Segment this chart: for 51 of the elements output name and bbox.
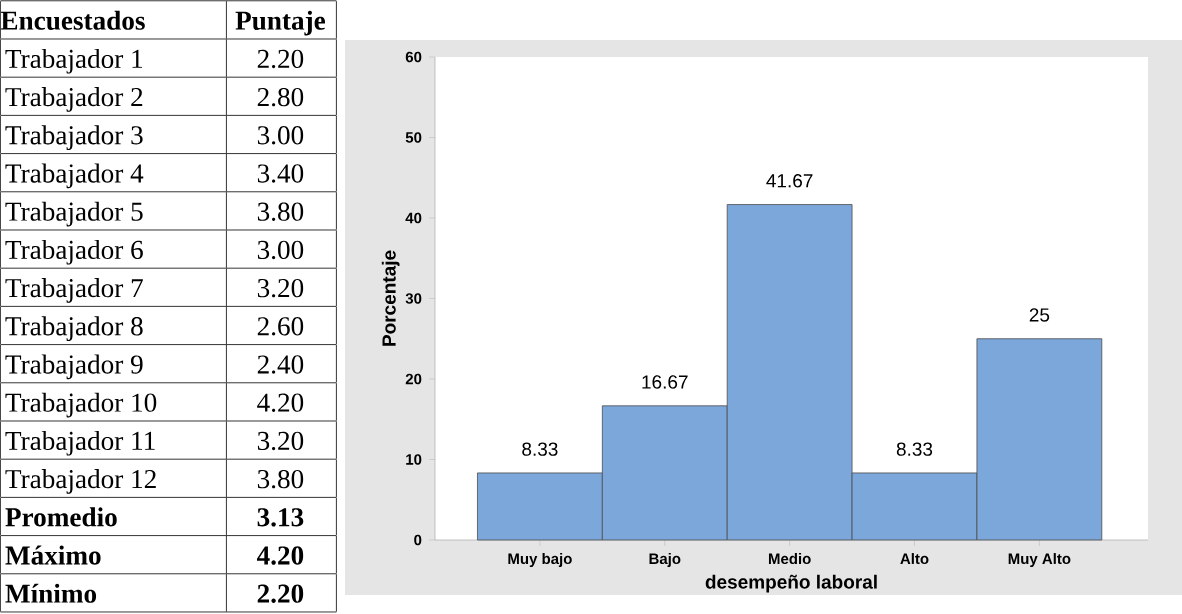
category-label: Trabajador 11 <box>5 430 155 456</box>
category-label: Máximo <box>5 545 101 565</box>
data-label: 2.60 <box>257 317 304 336</box>
data-label: 3.00 <box>257 126 304 145</box>
category-label: Trabajador 3 <box>5 125 143 150</box>
data-label: 2.20 <box>257 49 304 69</box>
x-tick-label: Medio <box>768 553 811 565</box>
y-tick-label: 0 <box>414 534 422 546</box>
data-label: 3.00 <box>257 240 304 260</box>
y-tick-label: 50 <box>405 132 422 143</box>
y-tick-label: 10 <box>406 454 422 465</box>
data-label: 3.13 <box>257 508 304 527</box>
data-label: 16.67 <box>642 375 688 389</box>
data-label: 8.33 <box>896 442 933 456</box>
text: Puntaje <box>235 10 326 36</box>
data-label: 2.80 <box>257 87 304 107</box>
data-label: 41.67 <box>766 174 813 188</box>
category-label: Trabajador 8 <box>5 316 143 341</box>
data-label: 3.80 <box>257 202 304 221</box>
category-label: Mínimo <box>5 583 97 603</box>
x-tick-label: Alto <box>900 553 929 565</box>
data-label: 25 <box>1029 308 1050 322</box>
data-label: 3.80 <box>257 469 304 489</box>
data-label: 8.33 <box>522 442 558 456</box>
category-label: Trabajador 6 <box>5 239 143 265</box>
text: Encuestados <box>0 10 145 30</box>
category-label: Trabajador 12 <box>5 469 156 494</box>
data-label: 4.20 <box>256 546 304 565</box>
x-tick-label: Muy Alto <box>1008 553 1071 568</box>
category-label: Promedio <box>5 507 117 527</box>
data-label: 2.20 <box>257 584 304 603</box>
data-label: 3.20 <box>257 278 304 298</box>
x-axis-title: desempeño laboral <box>705 574 877 593</box>
data-label: 2.40 <box>257 355 304 374</box>
category-label: Trabajador 2 <box>5 87 143 112</box>
data-label: 3.20 <box>257 431 304 451</box>
category-label: Trabajador 5 <box>5 201 143 227</box>
category-label: Trabajador 9 <box>5 354 143 380</box>
category-label: Trabajador 4 <box>5 163 144 189</box>
y-tick-label: 20 <box>405 373 422 385</box>
data-label: 4.20 <box>257 393 304 412</box>
x-tick-label: Bajo <box>649 553 681 568</box>
y-tick-label: 40 <box>405 212 422 224</box>
y-tick-label: 60 <box>405 51 422 63</box>
category-label: Trabajador 7 <box>5 278 143 303</box>
category-label: Trabajador 1 <box>5 48 143 74</box>
x-tick-label: Muy bajo <box>508 553 572 568</box>
data-label: 3.40 <box>257 164 304 183</box>
y-tick-label: 30 <box>405 293 422 304</box>
category-label: Trabajador 10 <box>5 392 157 418</box>
y-axis-title: Porcentaje <box>381 250 400 346</box>
